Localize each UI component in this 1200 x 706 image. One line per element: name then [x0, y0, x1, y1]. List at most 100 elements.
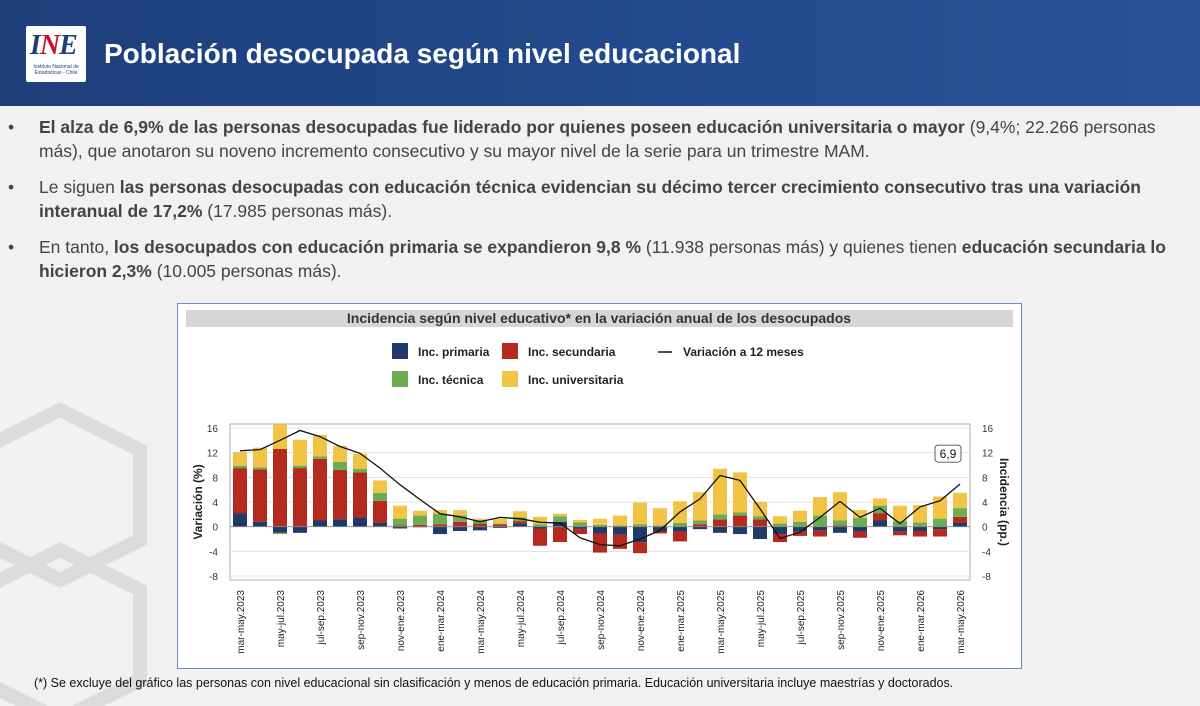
page-title: Población desocupada según nivel educaci…: [104, 38, 741, 69]
bar-segment: [413, 515, 427, 525]
bar-segment: [453, 526, 467, 531]
bar-segment: [333, 469, 347, 520]
y-tick-label: 0: [212, 523, 218, 534]
logo-mark: INE: [30, 30, 78, 61]
bar-segment: [513, 521, 527, 524]
bar-segment: [913, 526, 927, 531]
x-tick-label: jul-sep.2024: [556, 590, 567, 646]
bar-segment: [933, 529, 947, 537]
bar-segment: [873, 498, 887, 506]
x-tick-label: sep-nov.2025: [836, 590, 847, 650]
bar-segment: [273, 526, 287, 533]
bar-segment: [893, 505, 907, 522]
bar-segment: [793, 531, 807, 536]
chart-panel: Incidencia según nivel educativo* en la …: [177, 303, 1022, 669]
x-tick-label: nov-ene.2025: [876, 590, 887, 652]
bar-segment: [253, 469, 267, 522]
bar-segment: [313, 458, 327, 521]
bar-segment: [553, 526, 567, 543]
bar-segment: [313, 434, 327, 457]
bar-segment: [313, 520, 327, 527]
x-tick-label: ene-mar.2026: [916, 590, 927, 652]
bar-segment: [833, 492, 847, 521]
bar-segment: [813, 515, 827, 527]
bar-segment: [493, 523, 507, 525]
legend-label: Inc. universitaria: [528, 373, 624, 387]
y2-tick-label: -4: [982, 547, 991, 558]
legend-label: Variación a 12 meses: [683, 345, 804, 359]
bullet-text: (9,4%; 22.266 personas más), que anotaro…: [39, 117, 1156, 161]
bar-segment: [633, 542, 647, 554]
y2-tick-label: 12: [982, 449, 994, 460]
bar-segment: [813, 530, 827, 537]
bar-segment: [513, 523, 527, 527]
legend-swatch: [392, 371, 408, 387]
bar-segment: [813, 526, 827, 531]
bar-segment: [413, 524, 427, 527]
bar-segment: [753, 519, 767, 527]
bar-segment: [333, 445, 347, 462]
bar-segment: [713, 519, 727, 527]
bar-segment: [913, 530, 927, 537]
bar-segment: [653, 530, 667, 534]
background-decoration: [0, 402, 147, 706]
bar-segment: [673, 522, 687, 527]
bar-segment: [593, 533, 607, 553]
bar-segment: [633, 524, 647, 527]
bar-segment: [793, 526, 807, 532]
y2-tick-label: 0: [982, 523, 988, 534]
bar-segment: [253, 521, 267, 527]
chart-title: Incidencia según nivel educativo* en la …: [347, 310, 851, 326]
bar-segment: [593, 518, 607, 525]
bullet-text: Le siguen: [39, 177, 120, 197]
bar-segment: [893, 526, 907, 532]
bar-segment: [833, 525, 847, 527]
bar-segment: [953, 522, 967, 527]
bar-segment: [613, 526, 627, 535]
bar-segment: [733, 526, 747, 535]
line-variacion-12-meses: [239, 429, 961, 547]
bar-segment: [693, 520, 707, 525]
x-tick-label: nov-ene.2024: [636, 590, 647, 652]
bar-segment: [613, 525, 627, 527]
bar-segment: [693, 526, 707, 530]
bar-segment: [593, 526, 607, 534]
bar-segment: [533, 526, 547, 529]
bullet-dot: •: [8, 237, 15, 257]
bar-segment: [773, 523, 787, 527]
x-tick-label: may-jul.2025: [756, 590, 767, 648]
bar-segment: [373, 492, 387, 501]
bar-segment: [573, 528, 587, 535]
bar-segment: [533, 516, 547, 525]
x-tick-label: nov-ene.2023: [396, 590, 407, 652]
bar-segment: [553, 513, 567, 517]
bar-segment: [513, 511, 527, 518]
y2-tick-label: 4: [982, 498, 988, 509]
bar-segment: [833, 520, 847, 526]
x-tick-label: ene-mar.2024: [436, 590, 447, 652]
bar-segment: [393, 526, 407, 529]
bar-segment: [293, 465, 307, 469]
bar-segment: [493, 518, 507, 524]
bar-segment: [353, 472, 367, 518]
bar-segment: [933, 496, 947, 519]
x-tick-label: may-jul.2023: [276, 590, 287, 648]
y-tick-label: 16: [207, 424, 219, 435]
bar-segment: [953, 508, 967, 517]
bar-segment: [753, 526, 767, 539]
bar-segment: [353, 453, 367, 469]
bar-segment: [473, 518, 487, 520]
y-tick-label: -4: [209, 547, 218, 558]
bar-segment: [773, 526, 787, 535]
bar-segment: [853, 526, 867, 532]
bar-segment: [573, 526, 587, 529]
logo-subtitle: Instituto Nacional de Estadísticas - Chi…: [33, 64, 79, 76]
bar-segment: [553, 521, 567, 527]
bar-segment: [873, 520, 887, 527]
bar-segment: [393, 518, 407, 526]
bar-segment: [573, 522, 587, 527]
bar-segment: [273, 424, 287, 449]
bar-segment: [953, 516, 967, 523]
x-tick-label: sep-nov.2023: [356, 590, 367, 650]
bar-segment: [333, 461, 347, 470]
